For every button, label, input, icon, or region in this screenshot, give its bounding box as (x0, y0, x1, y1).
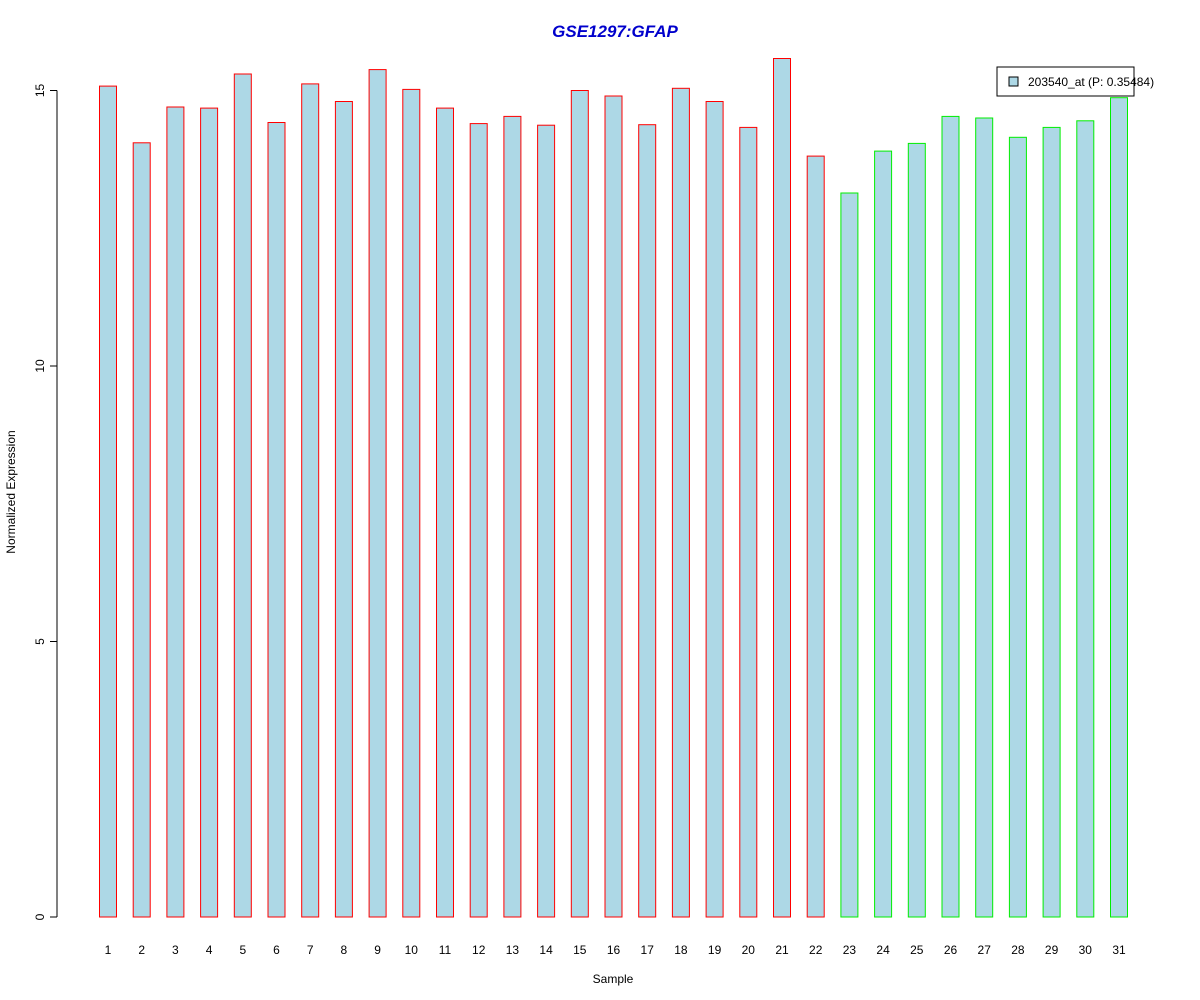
bars (99, 58, 1128, 918)
x-tick-label: 27 (978, 943, 992, 957)
y-tick-label: 15 (33, 84, 47, 98)
bar-sample-5 (233, 73, 252, 918)
bar-sample-30 (1076, 120, 1095, 918)
bar-sample-9 (368, 69, 387, 918)
x-tick-label: 28 (1011, 943, 1025, 957)
x-tick-label: 13 (506, 943, 520, 957)
bar-sample-25 (907, 142, 926, 918)
x-tick-label: 26 (944, 943, 958, 957)
bar-sample-22 (806, 155, 825, 918)
bar-sample-20 (739, 126, 758, 918)
legend: 203540_at (P: 0.35484) (996, 66, 1154, 97)
bar-sample-6 (267, 122, 286, 918)
bar-sample-24 (874, 150, 893, 918)
bar-sample-31 (1110, 97, 1128, 918)
x-tick-label: 8 (341, 943, 348, 957)
x-tick-label: 7 (307, 943, 314, 957)
bar-sample-2 (132, 142, 151, 918)
bar-sample-10 (402, 88, 421, 918)
bar-sample-12 (469, 123, 488, 918)
bar-sample-15 (570, 90, 589, 918)
bar-sample-26 (941, 115, 960, 918)
bar-sample-7 (301, 83, 320, 918)
x-tick-label: 24 (876, 943, 890, 957)
x-tick-label: 31 (1112, 943, 1126, 957)
bar-sample-28 (1008, 136, 1027, 918)
bar-sample-18 (671, 87, 690, 918)
x-tick-labels: 1 2 3 4 5 6 7 8 9 10 11 12 13 14 15 16 17 18 19 20 21 22 23 24 2… (105, 943, 1126, 957)
x-tick-label: 12 (472, 943, 486, 957)
x-tick-label: 17 (641, 943, 655, 957)
x-tick-label: 3 (172, 943, 179, 957)
bar-sample-16 (604, 95, 623, 918)
x-tick-label: 14 (539, 943, 553, 957)
x-tick-label: 9 (374, 943, 381, 957)
bar-sample-1 (99, 85, 117, 918)
bar-sample-3 (166, 106, 185, 918)
x-tick-label: 30 (1079, 943, 1093, 957)
y-tick-label: 10 (33, 359, 47, 373)
bar-sample-8 (334, 101, 353, 918)
x-tick-label: 21 (775, 943, 789, 957)
x-tick-label: 16 (607, 943, 621, 957)
bar-sample-14 (537, 124, 556, 918)
x-tick-label: 29 (1045, 943, 1059, 957)
bar-sample-29 (1042, 126, 1061, 918)
chart-title: GSE1297:GFAP (552, 22, 678, 41)
legend-label: 203540_at (P: 0.35484) (1028, 75, 1154, 89)
x-tick-label: 6 (273, 943, 280, 957)
bar-sample-11 (436, 107, 454, 918)
bar-sample-27 (975, 117, 994, 918)
legend-swatch (1008, 76, 1019, 87)
y-axis-label: Normalized Expression (4, 430, 18, 553)
x-tick-label: 1 (105, 943, 112, 957)
legend-box (996, 66, 1135, 97)
bar-sample-17 (638, 124, 657, 918)
x-axis-label: Sample (593, 972, 634, 986)
x-tick-label: 19 (708, 943, 722, 957)
x-tick-label: 2 (138, 943, 145, 957)
bar-sample-23 (840, 192, 859, 918)
x-tick-label: 11 (439, 943, 452, 957)
x-tick-label: 4 (206, 943, 213, 957)
bar-sample-4 (200, 107, 219, 918)
x-tick-label: 25 (910, 943, 924, 957)
x-tick-label: 22 (809, 943, 823, 957)
bar-sample-13 (503, 115, 522, 918)
x-tick-label: 18 (674, 943, 688, 957)
y-axis: 0 5 10 15 (33, 84, 58, 920)
x-tick-label: 10 (405, 943, 419, 957)
x-tick-label: 5 (239, 943, 246, 957)
bar-sample-21 (773, 58, 791, 918)
y-tick-label: 5 (33, 638, 47, 645)
x-tick-label: 20 (742, 943, 756, 957)
x-tick-label: 15 (573, 943, 587, 957)
y-tick-label: 0 (33, 913, 47, 920)
x-tick-label: 23 (843, 943, 857, 957)
bar-sample-19 (705, 101, 724, 918)
